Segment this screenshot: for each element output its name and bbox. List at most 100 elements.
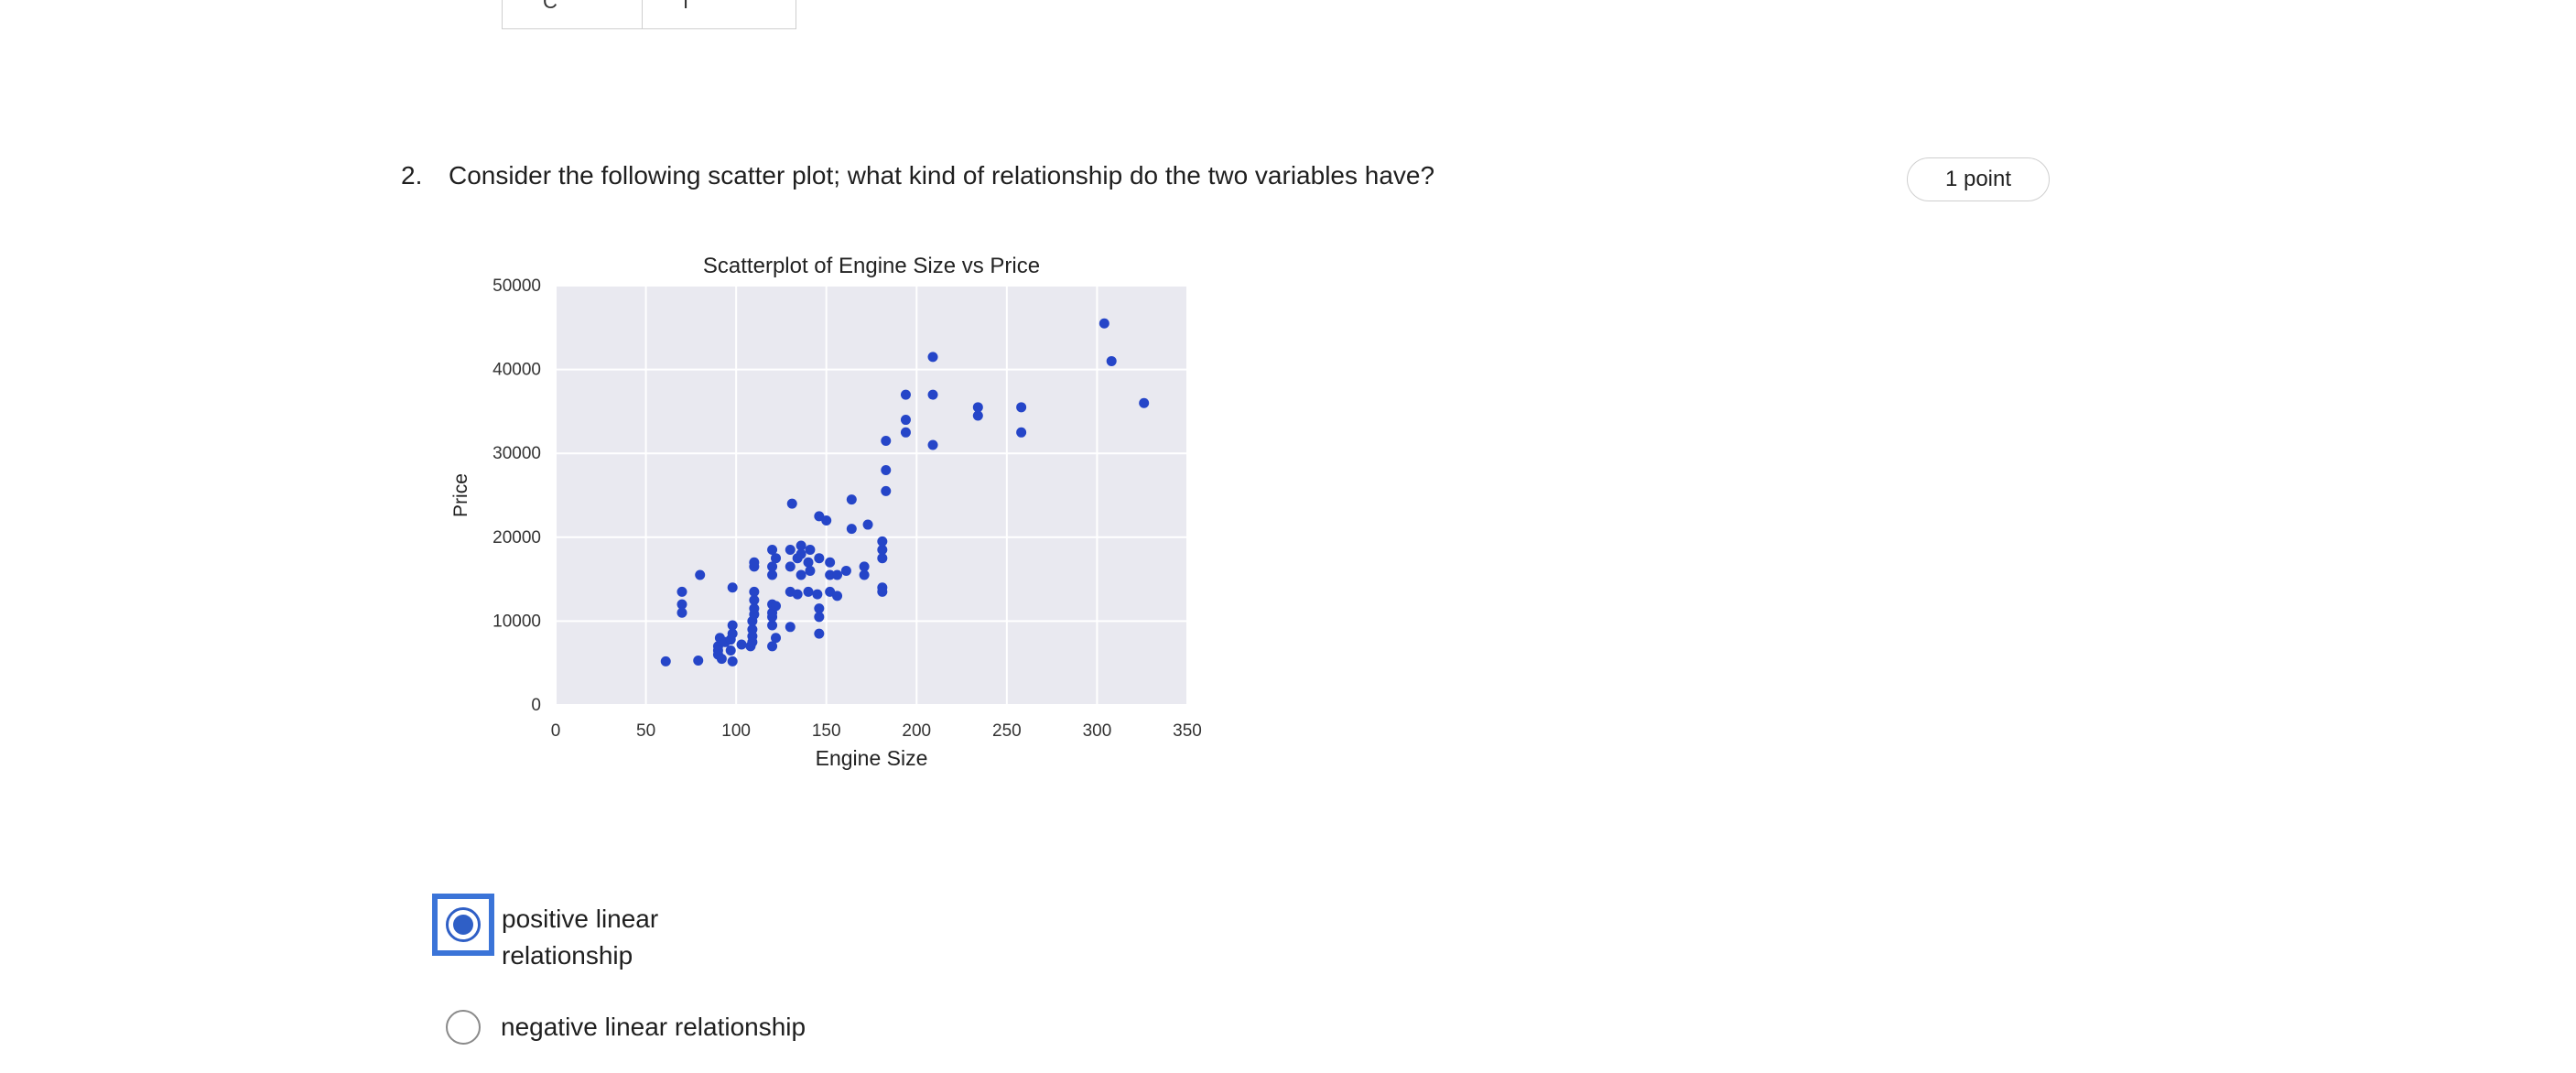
scatter-point [771, 553, 782, 564]
scatter-point [792, 589, 803, 600]
table-cell: I [683, 0, 689, 13]
plot-area [556, 286, 1187, 705]
radio-dot-icon [453, 915, 473, 935]
radio-button[interactable] [446, 1010, 481, 1045]
y-tick-label: 30000 [492, 444, 541, 463]
scatter-point [747, 624, 758, 635]
scatter-point [785, 561, 796, 572]
scatter-point [805, 565, 816, 576]
scatter-point [814, 628, 825, 639]
scatter-point [972, 402, 983, 413]
scatter-point [676, 607, 687, 618]
scatter-point [749, 557, 760, 568]
option-label: positive linear relationship [502, 905, 659, 970]
scatter-point [900, 389, 911, 400]
scatter-point [1099, 318, 1109, 329]
scatter-point [877, 553, 888, 564]
scatter-point [877, 586, 888, 597]
scatter-point [1016, 402, 1027, 413]
scatter-point [796, 548, 806, 559]
scatter-point [821, 515, 832, 526]
scatter-point [900, 415, 911, 426]
scatter-point [805, 545, 816, 556]
scatter-point [767, 561, 778, 572]
scatter-point [749, 603, 760, 614]
option-negative-linear[interactable]: negative linear relationship [446, 1010, 806, 1046]
x-tick-label: 150 [812, 721, 841, 741]
scatter-chart: 0 50 100 150 200 250 300 350 0 10000 20000 30000 400… [439, 229, 1227, 797]
scatter-point [825, 557, 836, 568]
scatter-point [881, 485, 892, 496]
scatter-point [767, 641, 778, 652]
scatter-point [676, 599, 687, 610]
scatter-point [693, 655, 704, 666]
scatter-point [1139, 397, 1150, 408]
scatter-point [846, 494, 857, 505]
scatter-point [877, 536, 888, 547]
scatter-point [812, 589, 823, 600]
scatter-point [832, 591, 843, 602]
scatter-point [767, 569, 778, 580]
scatter-point [927, 439, 938, 450]
scatter-point [832, 569, 843, 580]
scatter-point [716, 654, 727, 665]
scatter-point [749, 595, 760, 605]
scatter-point [927, 352, 938, 363]
option-positive-linear[interactable]: positive linear relationship [432, 894, 776, 974]
scatter-point [1106, 355, 1117, 366]
y-tick-label: 0 [531, 696, 541, 715]
scatter-point [727, 656, 738, 667]
scatter-point [881, 465, 892, 476]
scatter-chart-svg: 0 50 100 150 200 250 300 350 0 10000 20000 30000 400… [450, 254, 1202, 770]
scatter-point [727, 620, 738, 631]
scatter-point [736, 639, 747, 650]
scatter-point [767, 620, 778, 631]
x-tick-label: 50 [636, 721, 655, 741]
previous-question-table: C I [502, 0, 796, 29]
scatter-point [676, 586, 687, 597]
scatter-point [877, 545, 888, 556]
y-tick-label: 50000 [492, 276, 541, 296]
scatter-point [785, 622, 796, 633]
x-tick-label: 200 [902, 721, 931, 741]
table-cell: C [503, 0, 643, 28]
chart-title: Scatterplot of Engine Size vs Price [703, 254, 1040, 278]
scatter-point [725, 645, 736, 656]
scatter-point [840, 565, 851, 576]
scatter-point [749, 586, 760, 597]
x-tick-label: 300 [1083, 721, 1112, 741]
scatter-point [881, 435, 892, 446]
scatter-point [695, 569, 706, 580]
y-axis-label: Price [450, 473, 471, 517]
scatter-point [846, 524, 857, 535]
y-tick-label: 20000 [492, 528, 541, 547]
scatter-point [859, 561, 870, 572]
y-tick-label: 10000 [492, 612, 541, 631]
points-badge: 1 point [1907, 157, 2050, 201]
scatter-point [803, 586, 814, 597]
scatter-point [796, 540, 806, 551]
scatter-point [727, 582, 738, 593]
scatter-point [771, 601, 782, 612]
scatter-point [927, 389, 938, 400]
scatter-point [771, 633, 782, 644]
scatter-point [786, 498, 797, 509]
scatter-point [814, 553, 825, 564]
scatter-point [803, 557, 814, 568]
scatter-point [727, 628, 738, 639]
radio-button-selected[interactable] [432, 894, 494, 956]
scatter-point [972, 410, 983, 421]
scatter-point [859, 569, 870, 580]
question-text: Consider the following scatter plot; wha… [449, 161, 1435, 190]
option-label: negative linear relationship [501, 1013, 806, 1041]
y-tick-label: 40000 [492, 361, 541, 380]
scatter-point [767, 545, 778, 556]
scatter-point [862, 519, 873, 530]
scatter-point [660, 656, 671, 667]
scatter-point [814, 612, 825, 623]
x-tick-label: 250 [992, 721, 1022, 741]
scatter-point [796, 569, 806, 580]
question-number: 2. [401, 161, 423, 190]
scatter-point [1016, 427, 1027, 438]
scatter-point [785, 545, 796, 556]
